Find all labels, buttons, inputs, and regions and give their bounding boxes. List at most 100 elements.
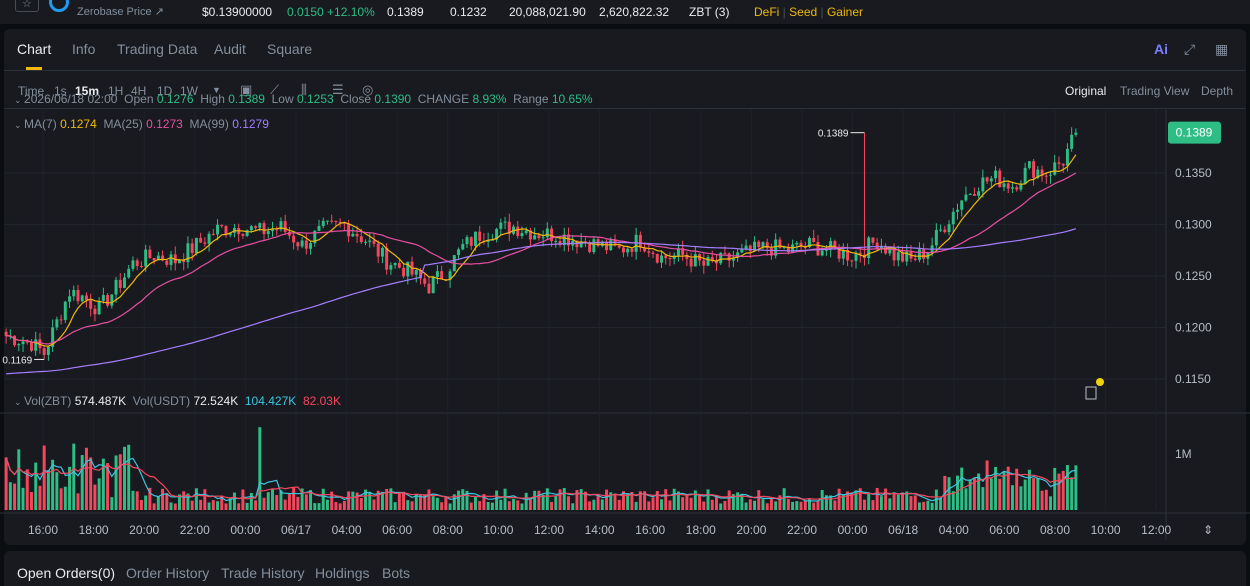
interval-dropdown-icon[interactable]: ▼ [212,85,221,95]
volume-bar [655,490,659,510]
settings-list-icon[interactable]: ☰ [332,82,344,97]
candle-body [664,255,668,259]
candle-body [427,283,431,294]
volume-bar [710,499,714,510]
candle-body [486,239,490,243]
candle-body [414,270,418,275]
close-label: Close [340,92,372,106]
volume-bar [926,500,930,510]
candle-body [765,242,769,249]
candle-body [964,194,968,201]
indicator-icon[interactable]: ⟋ [270,82,280,97]
volume-bar [850,492,854,510]
tag-list[interactable]: DeFi | Seed | Gainer [754,5,863,19]
candle-body [173,254,177,264]
tab-holdings[interactable]: Holdings [315,565,370,581]
price-label[interactable]: Zerobase Price ↗ [77,6,164,18]
tab-audit[interactable]: Audit [214,41,246,57]
price-chart[interactable]: 0.1350 0.1300 0.1250 0.1200 0.1150 1M 16:00 18:… [0,110,1250,550]
tab-trading-data[interactable]: Trading Data [117,41,198,57]
volume-bar [1010,485,1014,510]
candle-body [406,261,410,277]
volume-bar [871,500,875,510]
interval-4h[interactable]: 4H [131,84,147,98]
candle-body [605,241,609,251]
tag-seed[interactable]: Seed [789,5,818,19]
tab-bots[interactable]: Bots [382,565,411,581]
tab-order-history[interactable]: Order History [126,565,210,581]
expand-icon[interactable]: ⤢ [1184,41,1196,57]
interval-15m[interactable]: 15m [75,84,100,98]
tab-open-orders[interactable]: Open Orders(0) [17,565,116,581]
ai-button[interactable]: Ai [1154,41,1168,57]
x-tick-label: 18:00 [79,523,109,537]
candle-body [761,242,765,248]
view-depth[interactable]: Depth [1201,84,1234,98]
tag-gainer[interactable]: Gainer [826,5,863,19]
volume-bar [664,489,668,510]
candle-body [317,226,321,231]
layout-grid-icon[interactable]: ▦ [1215,41,1229,57]
volume-bar [596,495,600,510]
candle-body [139,265,143,267]
x-tick-label: 22:00 [787,523,817,537]
candle-body [829,241,833,250]
volume-bar [283,499,287,510]
tab-info[interactable]: Info [72,41,96,57]
candle-body [714,260,718,264]
range-label: Range [513,92,549,106]
volume-bar [30,492,33,510]
favorite-button[interactable]: ☆ [15,0,39,12]
interval-1s[interactable]: 1s [54,84,67,98]
volume-bar [799,501,803,510]
candle-body [448,271,452,280]
candle-body [177,260,181,264]
volume-bar [241,489,245,510]
candle-body [537,235,541,239]
volume-bar [448,503,452,510]
candle-body [769,248,773,256]
y-tick-label: 0.1250 [1175,269,1212,283]
ma-legend: ⌄ MA(7) 0.1274 MA(25) 0.1273 MA(99) 0.12… [14,117,269,131]
candle-body [922,249,926,259]
volume-bar [359,498,363,510]
candle-body [905,251,909,262]
candle-body [461,244,465,250]
interval-1d[interactable]: 1D [157,84,173,98]
candle-body [495,228,499,240]
volume-bar [55,472,59,510]
ma25-label: MA(25) [103,117,143,131]
tag-defi[interactable]: DeFi [754,5,780,19]
view-original[interactable]: Original [1065,84,1107,98]
interval-1w[interactable]: 1W [180,84,198,98]
interval-time[interactable]: Time [18,84,45,98]
tab-chart[interactable]: Chart [17,41,52,57]
candle-type-icon[interactable]: ⫼ [301,82,307,97]
interval-1h[interactable]: 1H [108,84,124,98]
volume-bar [507,501,511,510]
candle-body [342,222,346,224]
volume-bar [364,489,368,510]
volume-bar [317,503,321,510]
candle-body [224,226,228,236]
tab-square[interactable]: Square [267,41,313,57]
candle-body [101,295,105,301]
volume-bar [80,455,84,510]
candle-body [161,255,165,261]
volume-bar [228,498,232,510]
candle-body [960,200,964,210]
candle-body [431,276,435,294]
volume-bar [190,500,194,510]
calendar-icon[interactable]: ▣ [240,82,253,97]
volume-bar [169,502,173,510]
view-trading-view[interactable]: Trading View [1120,84,1190,98]
volume-bar [338,503,342,510]
tab-trade-history[interactable]: Trade History [221,565,305,581]
candle-body [989,178,993,182]
candle-body [1049,174,1052,176]
volume-bar [440,502,444,510]
candle-body [1036,169,1040,178]
target-icon[interactable]: ◎ [362,82,374,97]
volume-bar [567,496,570,510]
ticker-bar: ☆ Zerobase Price ↗ $0.13900000 0.0150 +1… [0,0,1250,24]
